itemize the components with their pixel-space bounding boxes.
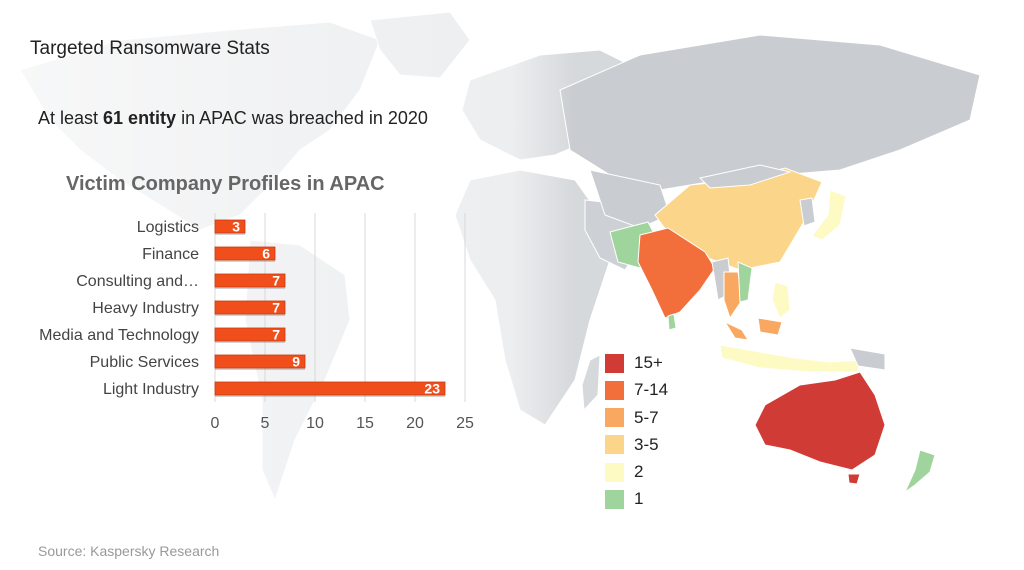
x-tick-label: 20 bbox=[406, 415, 424, 432]
legend-item: 2 bbox=[605, 461, 695, 483]
legend-label: 2 bbox=[634, 462, 644, 482]
page-title: Targeted Ransomware Stats bbox=[30, 38, 270, 59]
legend-swatch bbox=[605, 489, 624, 509]
bar bbox=[214, 300, 286, 315]
map-legend: 15+ 7-14 5-7 3-5 2 1 bbox=[605, 352, 695, 516]
bar bbox=[214, 219, 246, 234]
source-note: Source: Kaspersky Research bbox=[38, 543, 220, 559]
legend-label: 5-7 bbox=[634, 407, 659, 427]
headline-prefix: At least bbox=[38, 108, 104, 128]
legend-item: 5-7 bbox=[605, 407, 695, 429]
category-label: Public Services bbox=[90, 354, 199, 371]
headline-bold: 61 entity bbox=[103, 108, 177, 128]
x-tick-label: 0 bbox=[211, 415, 220, 432]
category-label: Logistics bbox=[137, 219, 199, 236]
legend-item: 7-14 bbox=[605, 379, 695, 401]
legend-swatch bbox=[605, 380, 624, 400]
x-tick-label: 5 bbox=[261, 415, 270, 432]
legend-label: 1 bbox=[634, 489, 644, 509]
bar-value-label: 6 bbox=[262, 246, 270, 262]
legend-swatch bbox=[605, 435, 624, 455]
bar bbox=[214, 327, 286, 342]
legend-swatch bbox=[605, 408, 624, 428]
category-label: Media and Technology bbox=[39, 327, 199, 344]
chart-title: Victim Company Profiles in APAC bbox=[66, 173, 385, 195]
bar-value-label: 7 bbox=[272, 273, 280, 289]
legend-swatch bbox=[605, 353, 624, 373]
legend-label: 3-5 bbox=[634, 434, 659, 454]
bar-value-label: 23 bbox=[424, 381, 440, 397]
legend-swatch bbox=[605, 462, 624, 482]
bar-value-label: 9 bbox=[292, 354, 300, 370]
bar-value-label: 7 bbox=[272, 327, 280, 343]
legend-item: 1 bbox=[605, 488, 695, 510]
x-tick-label: 15 bbox=[356, 415, 374, 432]
category-label: Consulting and… bbox=[76, 273, 199, 290]
category-label: Finance bbox=[142, 246, 199, 263]
bar-value-label: 3 bbox=[232, 219, 240, 235]
bar bbox=[214, 246, 276, 261]
x-tick-label: 25 bbox=[456, 415, 474, 432]
legend-item: 3-5 bbox=[605, 434, 695, 456]
headline: At least 61 entity in APAC was breached … bbox=[38, 108, 428, 129]
headline-suffix: in APAC was breached in 2020 bbox=[176, 108, 428, 128]
legend-label: 15+ bbox=[634, 353, 663, 372]
legend-label: 7-14 bbox=[634, 380, 669, 400]
bar-chart: 0 5 10 15 20 25 Logistics 3 Finance 6 Consulting a… bbox=[39, 213, 474, 432]
category-label: Heavy Industry bbox=[92, 300, 199, 317]
bar bbox=[214, 381, 446, 396]
bar bbox=[214, 354, 306, 369]
bar-value-label: 7 bbox=[272, 300, 280, 316]
x-tick-label: 10 bbox=[306, 415, 324, 432]
legend-item: 15+ bbox=[605, 352, 695, 374]
bar bbox=[214, 273, 286, 288]
category-label: Light Industry bbox=[103, 381, 199, 398]
